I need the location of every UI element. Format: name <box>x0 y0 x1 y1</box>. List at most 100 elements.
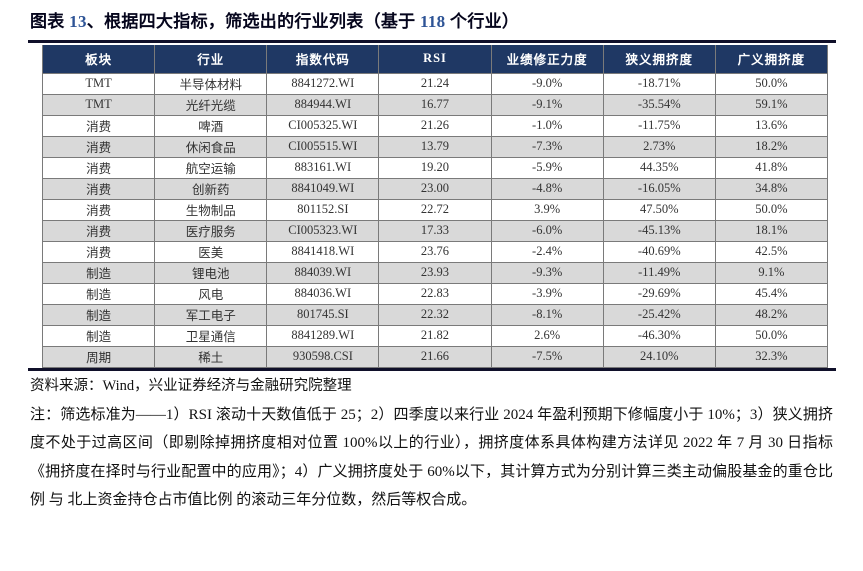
cell-rsi: 23.76 <box>378 240 492 263</box>
cell-sector: 制造 <box>41 261 156 284</box>
cell-earnings-revision: -4.8% <box>490 177 604 200</box>
cell-broad-crowding: 42.5% <box>714 240 829 263</box>
cell-narrow-crowding: 47.50% <box>602 198 716 221</box>
table-row: TMT 半导体材料 8841272.WI 21.24 -9.0% -18.71%… <box>41 72 829 95</box>
cell-industry: 生物制品 <box>154 198 268 221</box>
cell-narrow-crowding: -46.30% <box>602 324 716 347</box>
cell-index-code: 930598.CSI <box>266 345 380 368</box>
cell-narrow-crowding: -25.42% <box>602 303 716 326</box>
table-header-row: 板块 行业 指数代码 RSI 业绩修正力度 狭义拥挤度 广义拥挤度 <box>41 45 829 74</box>
cell-industry: 稀土 <box>154 345 268 368</box>
cell-index-code: CI005325.WI <box>266 114 380 137</box>
cell-industry: 风电 <box>154 282 268 305</box>
cell-earnings-revision: -9.3% <box>490 261 604 284</box>
cell-earnings-revision: -5.9% <box>490 156 604 179</box>
cell-industry: 创新药 <box>154 177 268 200</box>
cell-broad-crowding: 18.2% <box>714 135 829 158</box>
cell-industry: 啤酒 <box>154 114 268 137</box>
col-header-index-code: 指数代码 <box>266 45 380 74</box>
table-row: 消费 生物制品 801152.SI 22.72 3.9% 47.50% 50.0… <box>41 198 829 221</box>
cell-broad-crowding: 32.3% <box>714 345 829 368</box>
source-line: 资料来源：Wind，兴业证券经济与金融研究院整理 <box>30 377 352 394</box>
table-row: 消费 医美 8841418.WI 23.76 -2.4% -40.69% 42.… <box>41 240 829 263</box>
cell-sector: 消费 <box>41 135 156 158</box>
table-row: 制造 锂电池 884039.WI 23.93 -9.3% -11.49% 9.1… <box>41 261 829 284</box>
cell-broad-crowding: 59.1% <box>714 93 829 116</box>
cell-index-code: 884944.WI <box>266 93 380 116</box>
title-text: 图表 <box>30 12 70 31</box>
cell-broad-crowding: 34.8% <box>714 177 829 200</box>
bottom-rule <box>28 367 836 371</box>
cell-earnings-revision: -9.1% <box>490 93 604 116</box>
cell-rsi: 23.93 <box>378 261 492 284</box>
cell-narrow-crowding: 44.35% <box>602 156 716 179</box>
table-row: 消费 医疗服务 CI005323.WI 17.33 -6.0% -45.13% … <box>41 219 829 242</box>
top-rule <box>28 40 836 43</box>
cell-earnings-revision: -7.3% <box>490 135 604 158</box>
cell-rsi: 22.72 <box>378 198 492 221</box>
industry-screen-table: 板块 行业 指数代码 RSI 业绩修正力度 狭义拥挤度 广义拥挤度 TMT 半导… <box>41 45 829 368</box>
col-header-narrow-crowding: 狭义拥挤度 <box>602 45 716 74</box>
report-figure-page: 图表 13、根据四大指标，筛选出的行业列表（基于 118 个行业） 板块 行业 … <box>0 10 863 571</box>
cell-narrow-crowding: -45.13% <box>602 219 716 242</box>
cell-narrow-crowding: 2.73% <box>602 135 716 158</box>
cell-index-code: 884039.WI <box>266 261 380 284</box>
table-row: 消费 休闲食品 CI005515.WI 13.79 -7.3% 2.73% 18… <box>41 135 829 158</box>
title-text: 个行业） <box>445 12 520 31</box>
col-header-broad-crowding: 广义拥挤度 <box>714 45 829 74</box>
table-row: 周期 稀土 930598.CSI 21.66 -7.5% 24.10% 32.3… <box>41 345 829 368</box>
cell-narrow-crowding: 24.10% <box>602 345 716 368</box>
table-row: 消费 啤酒 CI005325.WI 21.26 -1.0% -11.75% 13… <box>41 114 829 137</box>
cell-earnings-revision: -8.1% <box>490 303 604 326</box>
cell-rsi: 22.32 <box>378 303 492 326</box>
figure-title: 图表 13、根据四大指标，筛选出的行业列表（基于 118 个行业） <box>30 10 835 33</box>
cell-broad-crowding: 48.2% <box>714 303 829 326</box>
cell-industry: 军工电子 <box>154 303 268 326</box>
cell-rsi: 21.26 <box>378 114 492 137</box>
cell-earnings-revision: 3.9% <box>490 198 604 221</box>
cell-rsi: 21.24 <box>378 72 492 95</box>
cell-rsi: 21.82 <box>378 324 492 347</box>
cell-narrow-crowding: -29.69% <box>602 282 716 305</box>
cell-sector: 消费 <box>41 177 156 200</box>
table-body: TMT 半导体材料 8841272.WI 21.24 -9.0% -18.71%… <box>41 72 829 368</box>
cell-index-code: 884036.WI <box>266 282 380 305</box>
cell-rsi: 13.79 <box>378 135 492 158</box>
cell-index-code: 801152.SI <box>266 198 380 221</box>
cell-rsi: 17.33 <box>378 219 492 242</box>
table-row: 制造 卫星通信 8841289.WI 21.82 2.6% -46.30% 50… <box>41 324 829 347</box>
cell-earnings-revision: -6.0% <box>490 219 604 242</box>
cell-sector: 消费 <box>41 198 156 221</box>
screening-notes: 注：筛选标准为——1）RSI 滚动十天数值低于 25；2）四季度以来行业 202… <box>30 406 833 509</box>
cell-sector: 制造 <box>41 324 156 347</box>
cell-narrow-crowding: -11.49% <box>602 261 716 284</box>
cell-industry: 医疗服务 <box>154 219 268 242</box>
cell-index-code: 801745.SI <box>266 303 380 326</box>
cell-sector: 制造 <box>41 282 156 305</box>
cell-rsi: 21.66 <box>378 345 492 368</box>
col-header-earnings-revision: 业绩修正力度 <box>490 45 604 74</box>
col-header-rsi: RSI <box>378 45 492 74</box>
col-header-industry: 行业 <box>154 45 268 74</box>
cell-narrow-crowding: -35.54% <box>602 93 716 116</box>
cell-rsi: 19.20 <box>378 156 492 179</box>
cell-industry: 卫星通信 <box>154 324 268 347</box>
cell-sector: 制造 <box>41 303 156 326</box>
col-header-sector: 板块 <box>41 45 156 74</box>
title-text: 、根据四大指标，筛选出的行业列表（基于 <box>86 12 421 31</box>
cell-rsi: 23.00 <box>378 177 492 200</box>
table-head: 板块 行业 指数代码 RSI 业绩修正力度 狭义拥挤度 广义拥挤度 <box>41 45 829 74</box>
cell-narrow-crowding: -40.69% <box>602 240 716 263</box>
cell-narrow-crowding: -16.05% <box>602 177 716 200</box>
cell-industry: 休闲食品 <box>154 135 268 158</box>
table-row: TMT 光纤光缆 884944.WI 16.77 -9.1% -35.54% 5… <box>41 93 829 116</box>
table-row: 消费 航空运输 883161.WI 19.20 -5.9% 44.35% 41.… <box>41 156 829 179</box>
cell-broad-crowding: 50.0% <box>714 72 829 95</box>
cell-sector: 周期 <box>41 345 156 368</box>
cell-industry: 半导体材料 <box>154 72 268 95</box>
cell-narrow-crowding: -11.75% <box>602 114 716 137</box>
cell-index-code: 883161.WI <box>266 156 380 179</box>
title-figure-number: 13 <box>69 12 87 31</box>
cell-index-code: CI005515.WI <box>266 135 380 158</box>
cell-sector: 消费 <box>41 156 156 179</box>
